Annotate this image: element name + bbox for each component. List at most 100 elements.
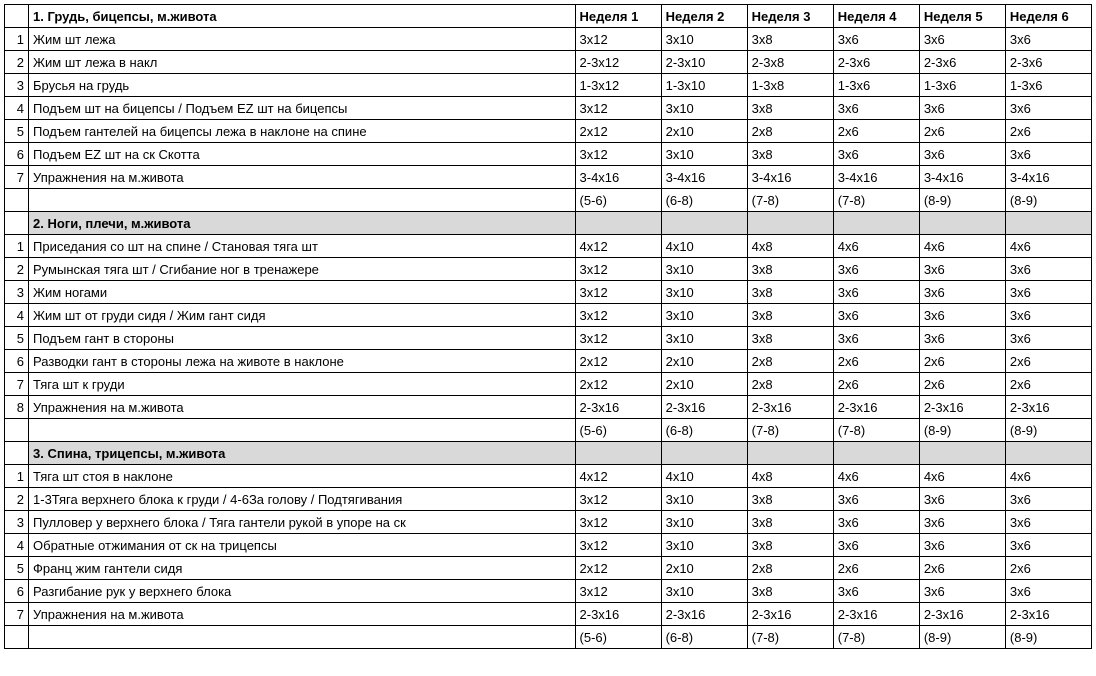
week-cell: 2-3х16 — [747, 396, 833, 419]
week-cell: 4х10 — [661, 235, 747, 258]
section-row: 2. Ноги, плечи, м.живота — [5, 212, 1092, 235]
week-cell: 2-3х6 — [833, 51, 919, 74]
week-cell: 1-3х10 — [661, 74, 747, 97]
week-cell: 2-3х8 — [747, 51, 833, 74]
week-cell: 2-3х6 — [1005, 51, 1091, 74]
week-cell: 3х6 — [1005, 580, 1091, 603]
week-cell: 3х10 — [661, 97, 747, 120]
week-cell: 3х6 — [1005, 97, 1091, 120]
week-cell: 3х12 — [575, 97, 661, 120]
section-num — [5, 212, 29, 235]
summary-cell: (7-8) — [747, 189, 833, 212]
week-cell: 3х10 — [661, 488, 747, 511]
week-cell: 3х10 — [661, 580, 747, 603]
row-number: 7 — [5, 603, 29, 626]
week-cell: 3х10 — [661, 327, 747, 350]
week-cell: 3х10 — [661, 534, 747, 557]
week-cell: 3х8 — [747, 534, 833, 557]
week-cell: 2-3х16 — [661, 396, 747, 419]
row-number: 3 — [5, 281, 29, 304]
table-row: 3Жим ногами3х123х103х83х63х63х6 — [5, 281, 1092, 304]
week-cell: 3х12 — [575, 304, 661, 327]
week-cell: 2х10 — [661, 373, 747, 396]
section-week-cell — [1005, 212, 1091, 235]
exercise-name: Брусья на грудь — [29, 74, 576, 97]
summary-cell: (6-8) — [661, 189, 747, 212]
week-cell: 3х8 — [747, 97, 833, 120]
week-cell: 3х6 — [1005, 258, 1091, 281]
week-cell: 3х12 — [575, 511, 661, 534]
week-cell: 2х6 — [919, 120, 1005, 143]
row-number: 1 — [5, 235, 29, 258]
section-week-cell — [747, 442, 833, 465]
week-cell: 3х8 — [747, 511, 833, 534]
week-cell: 2х10 — [661, 350, 747, 373]
row-number: 3 — [5, 74, 29, 97]
summary-cell: (7-8) — [747, 419, 833, 442]
row-number: 6 — [5, 580, 29, 603]
week-cell: 2х6 — [833, 120, 919, 143]
exercise-name: Приседания со шт на спине / Становая тяг… — [29, 235, 576, 258]
week-cell: 4х6 — [1005, 465, 1091, 488]
week-cell: 2х8 — [747, 120, 833, 143]
section-week-cell — [833, 442, 919, 465]
week-cell: 2х6 — [919, 557, 1005, 580]
table-row: 5Подъем гантелей на бицепсы лежа в накло… — [5, 120, 1092, 143]
week-cell: 2х6 — [833, 373, 919, 396]
week-cell: 3х8 — [747, 281, 833, 304]
exercise-name: Подъем гант в стороны — [29, 327, 576, 350]
table-row: 8Упражнения на м.живота2-3х162-3х162-3х1… — [5, 396, 1092, 419]
week-cell: 2-3х16 — [1005, 396, 1091, 419]
week-cell: 3х10 — [661, 28, 747, 51]
week-cell: 3х6 — [919, 488, 1005, 511]
summary-cell: (7-8) — [833, 419, 919, 442]
summary-cell: (7-8) — [833, 626, 919, 649]
week-cell: 2х6 — [1005, 373, 1091, 396]
week-cell: 3х6 — [833, 580, 919, 603]
week-cell: 3-4х16 — [575, 166, 661, 189]
week-cell: 1-3х6 — [919, 74, 1005, 97]
week-cell: 3х8 — [747, 580, 833, 603]
summary-label — [29, 419, 576, 442]
summary-cell: (8-9) — [1005, 626, 1091, 649]
summary-cell: (5-6) — [575, 189, 661, 212]
week-cell: 3х6 — [833, 511, 919, 534]
week-cell: 3х10 — [661, 143, 747, 166]
summary-row: (5-6)(6-8)(7-8)(7-8)(8-9)(8-9) — [5, 189, 1092, 212]
week-cell: 2х10 — [661, 557, 747, 580]
week-cell: 2-3х16 — [661, 603, 747, 626]
header-week-4: Неделя 4 — [833, 5, 919, 28]
week-cell: 4х6 — [833, 235, 919, 258]
exercise-name: Подъем шт на бицепсы / Подъем EZ шт на б… — [29, 97, 576, 120]
row-number: 1 — [5, 28, 29, 51]
table-row: 21-3Тяга верхнего блока к груди / 4-6За … — [5, 488, 1092, 511]
week-cell: 3х6 — [1005, 534, 1091, 557]
week-cell: 3х12 — [575, 327, 661, 350]
exercise-name: Упражнения на м.живота — [29, 396, 576, 419]
table-row: 3Пулловер у верхнего блока / Тяга гантел… — [5, 511, 1092, 534]
table-row: 4Жим шт от груди сидя / Жим гант сидя3х1… — [5, 304, 1092, 327]
week-cell: 3х12 — [575, 488, 661, 511]
week-cell: 3х6 — [833, 488, 919, 511]
week-cell: 3х6 — [919, 281, 1005, 304]
week-cell: 2х10 — [661, 120, 747, 143]
row-number: 5 — [5, 120, 29, 143]
exercise-name: Жим ногами — [29, 281, 576, 304]
header-row: 1. Грудь, бицепсы, м.животаНеделя 1Недел… — [5, 5, 1092, 28]
section-week-cell — [919, 442, 1005, 465]
week-cell: 3-4х16 — [661, 166, 747, 189]
row-number: 5 — [5, 327, 29, 350]
week-cell: 3х6 — [919, 258, 1005, 281]
week-cell: 2х6 — [919, 373, 1005, 396]
table-row: 6Разводки гант в стороны лежа на животе … — [5, 350, 1092, 373]
week-cell: 3х8 — [747, 488, 833, 511]
week-cell: 3х8 — [747, 143, 833, 166]
week-cell: 1-3х6 — [833, 74, 919, 97]
week-cell: 3х6 — [833, 97, 919, 120]
section-title: 2. Ноги, плечи, м.живота — [29, 212, 576, 235]
week-cell: 3х10 — [661, 281, 747, 304]
exercise-name: Подъем гантелей на бицепсы лежа в наклон… — [29, 120, 576, 143]
exercise-name: Разводки гант в стороны лежа на животе в… — [29, 350, 576, 373]
section-week-cell — [919, 212, 1005, 235]
summary-cell: (6-8) — [661, 419, 747, 442]
